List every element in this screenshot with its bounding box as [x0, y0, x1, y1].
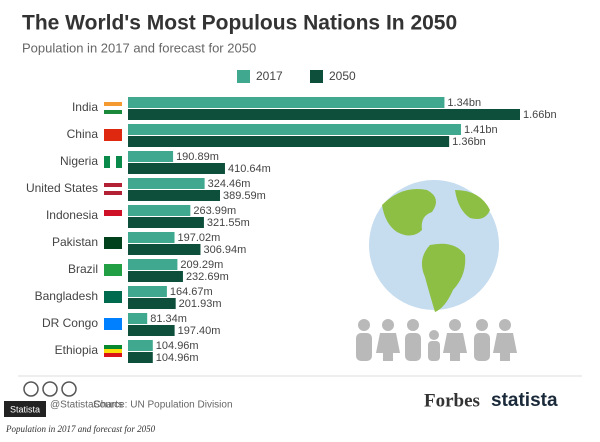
category-label: China [67, 127, 99, 141]
category-label: Bangladesh [35, 289, 98, 303]
credit: @StatistaCharts [50, 400, 123, 411]
category-label: Indonesia [46, 208, 98, 222]
value-label: 324.46m [208, 178, 251, 190]
category-label: Brazil [68, 262, 98, 276]
value-label: 201.93m [179, 298, 222, 310]
flag [104, 110, 122, 114]
value-label: 209.29m [180, 259, 223, 271]
flag [104, 106, 122, 110]
bar [128, 163, 225, 174]
bar [128, 352, 153, 363]
logo-statista: statista [491, 390, 558, 411]
badge: Statista [10, 404, 40, 414]
flag [104, 216, 122, 222]
bar [128, 340, 153, 351]
value-label: 1.34bn [447, 97, 481, 109]
bar [128, 313, 148, 324]
value-label: 104.96m [156, 352, 199, 364]
flag [104, 291, 122, 303]
flag [104, 345, 122, 349]
value-label: 389.59m [223, 190, 266, 202]
flag [104, 237, 122, 249]
category-label: India [72, 100, 98, 114]
category-label: Nigeria [60, 154, 98, 168]
category-label: United States [26, 181, 98, 195]
flag [104, 349, 122, 353]
value-label: 232.69m [186, 271, 229, 283]
value-label: 164.67m [170, 286, 213, 298]
bar [128, 325, 175, 336]
value-label: 410.64m [228, 163, 271, 175]
chart-subtitle: Population in 2017 and forecast for 2050 [22, 40, 256, 55]
bar [128, 124, 461, 135]
value-label: 104.96m [156, 340, 199, 352]
caption: Population in 2017 and forecast for 2050 [5, 424, 156, 434]
value-label: 263.99m [193, 205, 236, 217]
flag [104, 191, 122, 195]
legend-label: 2017 [256, 69, 283, 83]
bar [128, 97, 445, 108]
logo-forbes: Forbes [424, 390, 480, 411]
bar [128, 232, 175, 243]
bar [128, 286, 167, 297]
value-label: 1.36bn [452, 136, 486, 148]
value-label: 306.94m [203, 244, 246, 256]
flag [104, 187, 122, 191]
value-label: 1.66bn [523, 109, 557, 121]
value-label: 1.41bn [464, 124, 498, 136]
source: Source: UN Population Division [93, 400, 233, 411]
bar [128, 205, 191, 216]
badge-box [4, 401, 46, 417]
legend-swatch [237, 70, 250, 83]
flag [110, 156, 116, 168]
legend-swatch [310, 70, 323, 83]
cc-icons [23, 381, 77, 397]
globe [369, 180, 499, 312]
category-label: Pakistan [52, 235, 98, 249]
value-label: 197.02m [178, 232, 221, 244]
people-icons [356, 319, 517, 361]
bar [128, 190, 220, 201]
bar [128, 136, 450, 147]
flag [104, 129, 122, 141]
value-label: 321.55m [207, 217, 250, 229]
chart-title: The World's Most Populous Nations In 205… [22, 12, 457, 35]
flag [104, 183, 122, 187]
flag [104, 318, 122, 330]
flag [104, 264, 122, 276]
value-label: 197.40m [178, 325, 221, 337]
category-label: DR Congo [42, 316, 98, 330]
bar [128, 178, 205, 189]
bar [128, 217, 204, 228]
legend-label: 2050 [329, 69, 356, 83]
bar [128, 298, 176, 309]
bar [128, 151, 174, 162]
bar [128, 271, 183, 282]
bar [128, 109, 520, 120]
bar [128, 259, 178, 270]
flag [104, 353, 122, 357]
flag [104, 156, 110, 168]
value-label: 190.89m [176, 151, 219, 163]
category-label: Ethiopia [55, 343, 99, 357]
value-label: 81.34m [150, 313, 187, 325]
bar [128, 244, 201, 255]
flag [104, 210, 122, 216]
flag [104, 102, 122, 106]
flag [116, 156, 122, 168]
